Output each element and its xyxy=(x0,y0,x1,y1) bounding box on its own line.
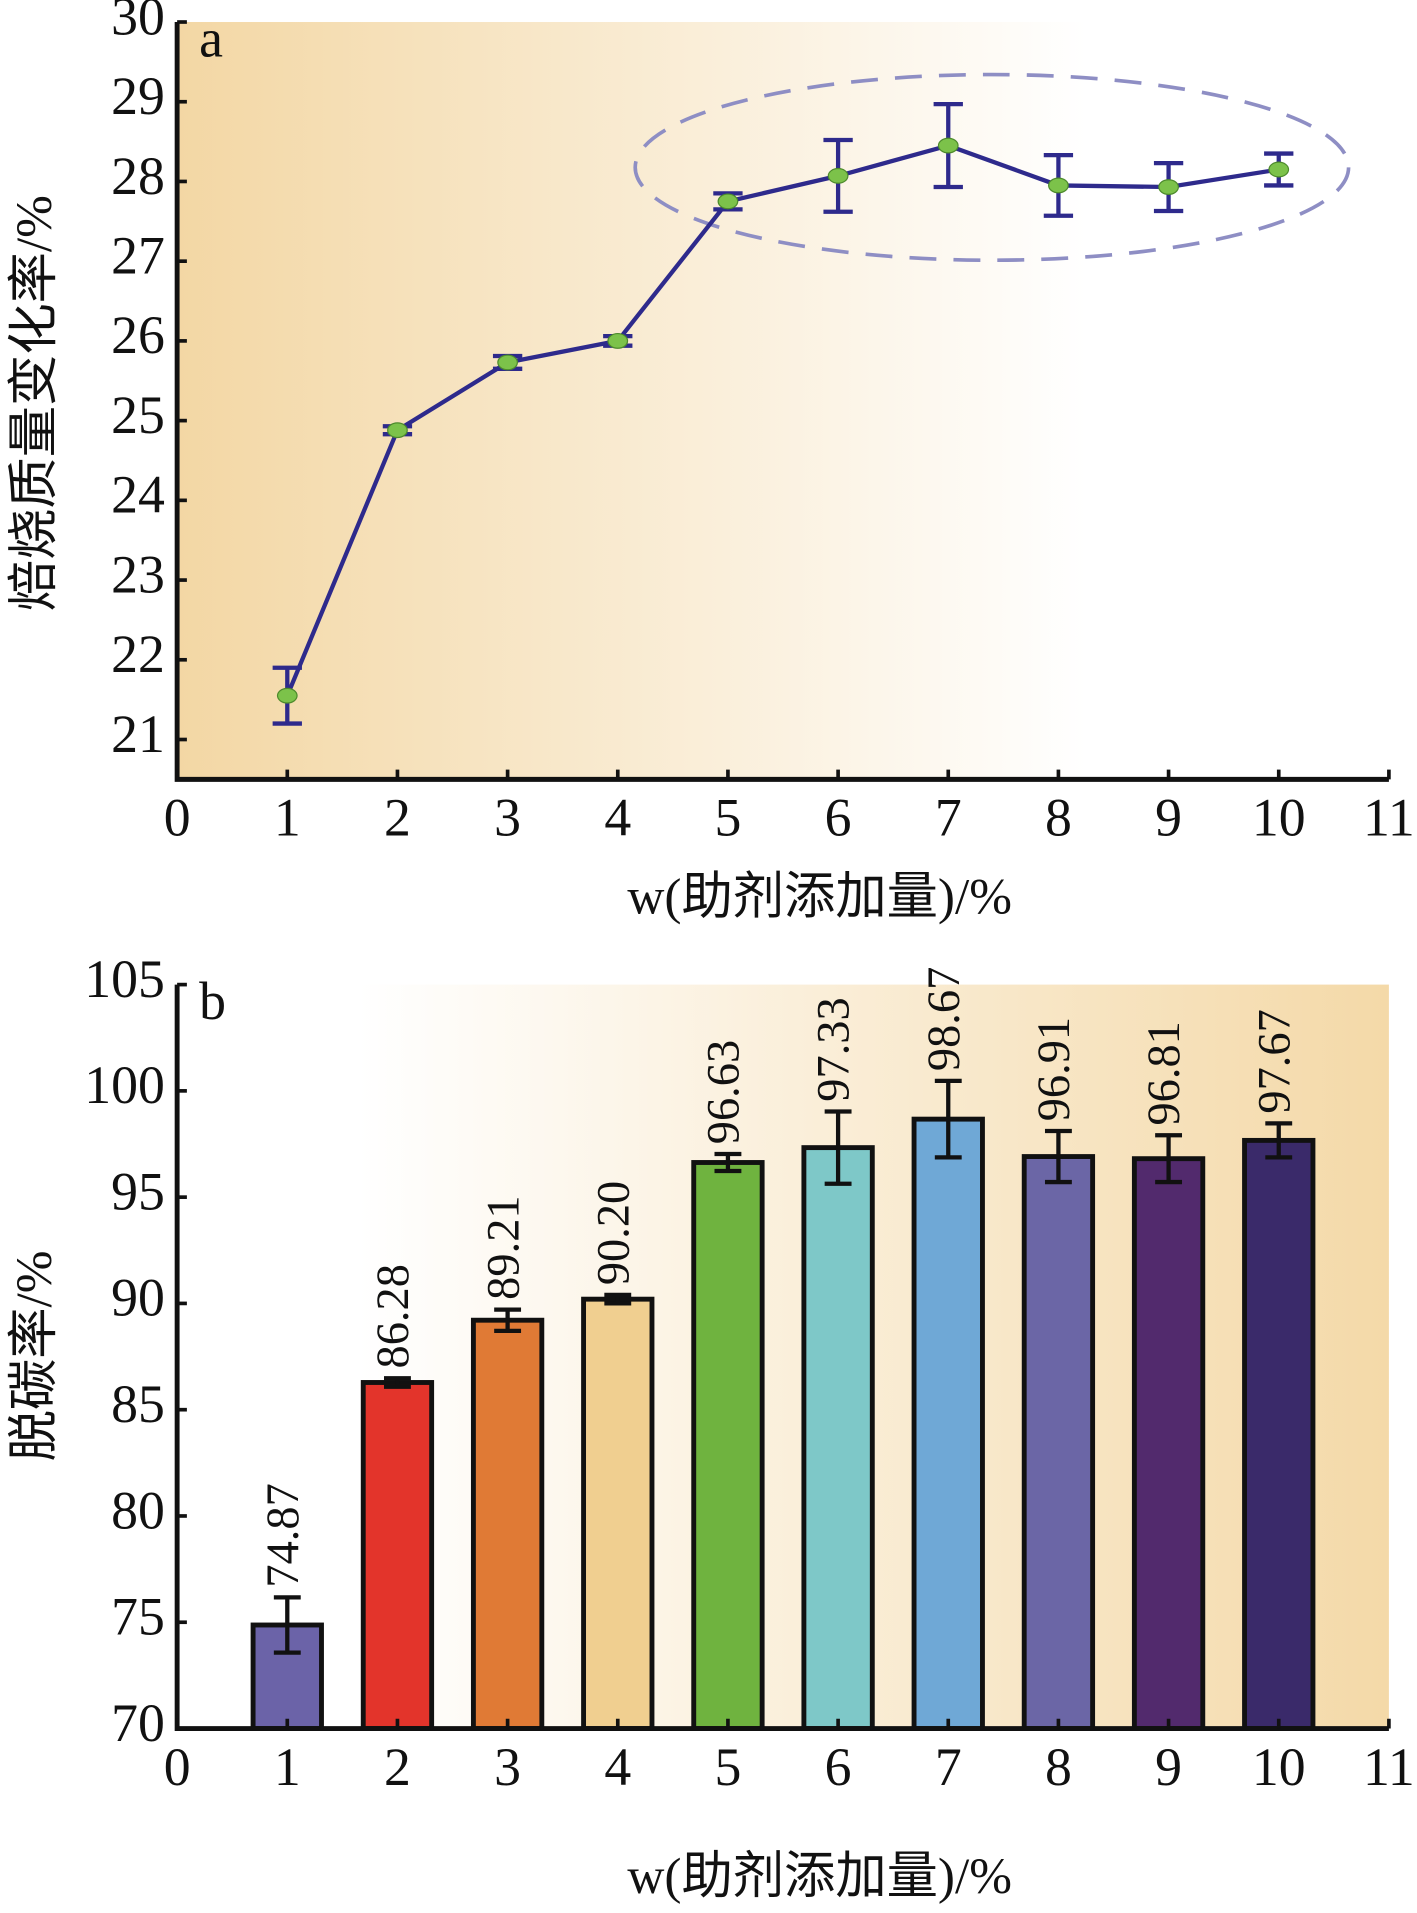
x-tick-label: 11 xyxy=(1363,788,1415,848)
data-point xyxy=(827,167,849,184)
value-label: 97.67 xyxy=(1249,1009,1300,1113)
highlight-ellipse xyxy=(633,72,1351,263)
error-bar xyxy=(1265,1121,1293,1160)
data-point xyxy=(387,422,408,439)
bar xyxy=(360,1380,435,1731)
x-tick-label: 10 xyxy=(1252,788,1306,848)
x-tick-label: 3 xyxy=(494,1737,521,1797)
x-tick-label: 0 xyxy=(164,1737,191,1797)
x-tick-label: 6 xyxy=(825,1737,852,1797)
y-axis-label: 焙烧质量变化率/% xyxy=(6,195,63,611)
error-bar xyxy=(824,1109,852,1186)
x-tick-label: 7 xyxy=(935,1737,962,1797)
error-bar xyxy=(604,1292,632,1306)
error-bar xyxy=(1044,1128,1072,1185)
value-label: 74.87 xyxy=(258,1483,309,1587)
y-tick-label: 90 xyxy=(111,1268,165,1328)
x-tick-label: 3 xyxy=(494,788,521,848)
x-tick-label: 4 xyxy=(604,1737,631,1797)
data-point xyxy=(1268,161,1290,178)
y-tick-label: 70 xyxy=(111,1693,165,1753)
bar xyxy=(801,1145,875,1731)
bar xyxy=(581,1296,655,1731)
bar xyxy=(1242,1137,1316,1731)
value-label: 97.33 xyxy=(809,997,860,1101)
x-tick-label: 5 xyxy=(714,788,741,848)
data-point xyxy=(937,137,959,154)
data-point xyxy=(497,354,518,371)
value-label: 96.63 xyxy=(699,1040,750,1144)
x-tick-label: 2 xyxy=(384,788,411,848)
error-bar xyxy=(384,1376,411,1389)
y-tick-label: 26 xyxy=(111,305,165,365)
error-bar xyxy=(1155,1133,1183,1185)
error-bar xyxy=(714,1151,742,1174)
bar xyxy=(911,1116,985,1731)
y-tick-label: 80 xyxy=(111,1480,165,1540)
value-label: 98.67 xyxy=(919,967,970,1071)
x-tick-label: 4 xyxy=(604,788,631,848)
bar xyxy=(1021,1154,1096,1731)
y-tick-label: 24 xyxy=(111,465,165,525)
x-tick-label: 8 xyxy=(1045,1737,1072,1797)
x-tick-label: 10 xyxy=(1252,1737,1306,1797)
value-label: 90.20 xyxy=(588,1181,639,1285)
x-tick-label: 5 xyxy=(714,1737,741,1797)
value-label: 86.28 xyxy=(368,1264,419,1368)
value-label: 89.21 xyxy=(478,1195,529,1299)
y-tick-label: 22 xyxy=(111,624,165,684)
y-tick-label: 85 xyxy=(111,1374,165,1434)
x-tick-label: 1 xyxy=(274,788,301,848)
bar xyxy=(691,1160,765,1731)
y-tick-label: 30 xyxy=(111,0,165,46)
x-tick-label: 8 xyxy=(1045,788,1072,848)
x-tick-label: 11 xyxy=(1363,1737,1415,1797)
y-tick-label: 95 xyxy=(111,1161,165,1221)
value-label: 96.91 xyxy=(1029,1017,1080,1121)
data-point xyxy=(1048,177,1069,194)
bar xyxy=(470,1317,545,1731)
y-tick-label: 100 xyxy=(84,1055,165,1115)
plot-background xyxy=(177,984,1389,1729)
x-tick-label: 9 xyxy=(1155,1737,1182,1797)
plot-background xyxy=(177,22,1389,780)
y-tick-label: 29 xyxy=(111,66,165,126)
y-tick-label: 23 xyxy=(111,544,165,604)
x-tick-label: 2 xyxy=(384,1737,411,1797)
y-tick-label: 21 xyxy=(111,704,165,764)
x-tick-label: 1 xyxy=(274,1737,301,1797)
panel-label: b xyxy=(199,971,226,1031)
error-bar xyxy=(273,1595,301,1655)
y-axis-label: 脱碳率/% xyxy=(6,1251,63,1462)
y-tick-label: 27 xyxy=(111,226,165,286)
data-point xyxy=(1158,179,1179,195)
y-tick-label: 75 xyxy=(111,1587,165,1647)
x-axis-label: w(助剂添加量)/% xyxy=(627,1848,1012,1905)
x-tick-label: 9 xyxy=(1155,788,1182,848)
x-tick-label: 6 xyxy=(825,788,852,848)
x-axis-label: w(助剂添加量)/% xyxy=(627,868,1012,925)
data-point xyxy=(717,193,739,210)
y-tick-label: 28 xyxy=(111,146,165,206)
data-line xyxy=(285,143,1280,697)
y-tick-label: 105 xyxy=(84,949,165,1009)
x-tick-label: 7 xyxy=(935,788,962,848)
data-point xyxy=(607,332,629,349)
error-bar xyxy=(494,1307,522,1333)
y-tick-label: 25 xyxy=(111,385,165,445)
data-point xyxy=(276,687,298,704)
bar xyxy=(1131,1156,1206,1731)
panel-label: a xyxy=(199,8,223,68)
x-tick-label: 0 xyxy=(164,788,191,848)
error-bar xyxy=(934,1078,962,1160)
value-label: 96.81 xyxy=(1139,1021,1190,1125)
